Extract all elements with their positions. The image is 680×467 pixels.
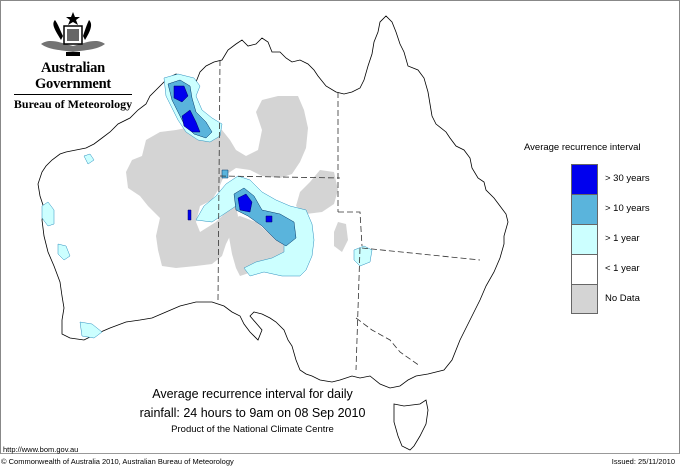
legend-swatch-gt1 bbox=[571, 224, 598, 254]
legend-label: > 30 years bbox=[605, 173, 650, 184]
legend-swatches bbox=[571, 164, 598, 314]
logo-line1: Australian Government bbox=[34, 60, 112, 92]
legend-label: > 1 year bbox=[605, 233, 640, 244]
legend-title: Average recurrence interval bbox=[524, 142, 641, 153]
legend-swatch-nodata bbox=[571, 284, 598, 314]
state-borders bbox=[217, 59, 481, 371]
map-title-line2: rainfall: 24 hours to 9am on 08 Sep 2010 bbox=[139, 406, 366, 420]
bom-logo: Australian Government Bureau of Meteorol… bbox=[8, 10, 138, 111]
logo-line2: Bureau of Meteorology bbox=[13, 97, 133, 111]
legend-label: > 10 years bbox=[605, 203, 650, 214]
map-title-line1: Average recurrence interval for daily bbox=[152, 387, 353, 401]
legend-labels: > 30 years > 10 years > 1 year < 1 year … bbox=[605, 164, 650, 314]
legend-swatch-gt30 bbox=[571, 164, 598, 194]
gt30-years-areas bbox=[173, 85, 273, 223]
map-subtitle: Product of the National Climate Centre bbox=[171, 424, 334, 435]
copyright-text: © Commonwealth of Australia 2010, Austra… bbox=[1, 457, 234, 466]
issued-date: Issued: 25/11/2010 bbox=[611, 457, 675, 466]
logo-divider bbox=[14, 94, 132, 95]
coat-of-arms-icon bbox=[41, 12, 105, 56]
legend-swatch-lt1 bbox=[571, 254, 598, 284]
legend-label: < 1 year bbox=[605, 263, 640, 274]
legend-swatch-gt10 bbox=[571, 194, 598, 224]
tasmania-outline bbox=[393, 399, 429, 451]
website-link[interactable]: http://www.bom.gov.au bbox=[3, 445, 79, 454]
legend-label: No Data bbox=[605, 293, 640, 304]
